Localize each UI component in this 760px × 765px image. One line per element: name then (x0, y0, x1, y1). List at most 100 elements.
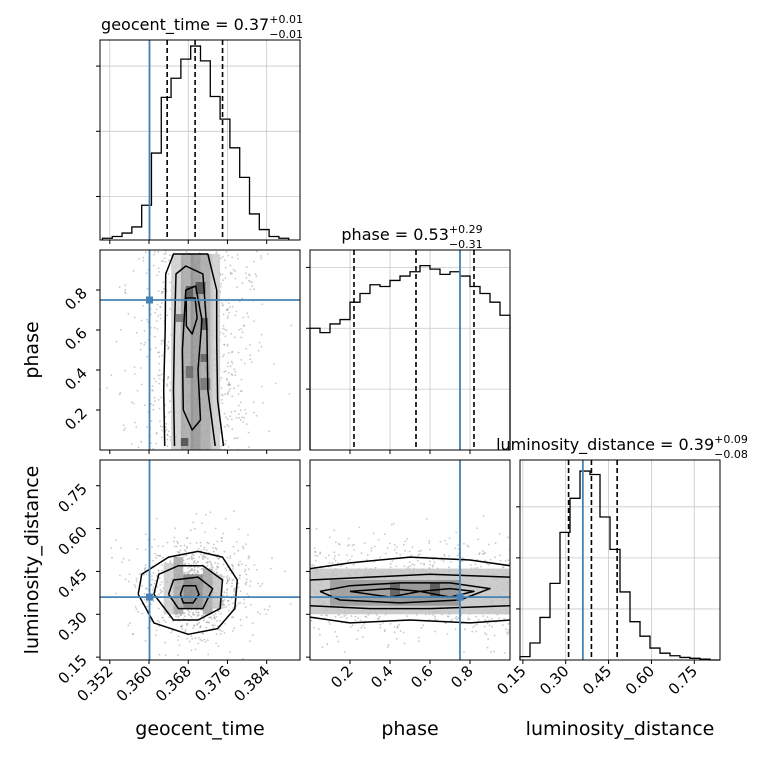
sample-point (177, 654, 179, 656)
sample-point (253, 260, 255, 263)
sample-point (205, 621, 208, 623)
sample-point (261, 583, 264, 585)
sample-point (188, 611, 191, 613)
sample-point (224, 622, 227, 625)
title-sup: +0.09 (714, 433, 748, 446)
sample-point (154, 311, 157, 314)
sample-point (328, 554, 330, 557)
sample-point (419, 553, 421, 555)
sample-point (158, 355, 161, 358)
sample-point (156, 303, 159, 306)
sample-point (231, 362, 234, 365)
sample-point (223, 343, 226, 346)
sample-point (274, 382, 277, 385)
contour-line (185, 297, 198, 335)
sample-point (255, 275, 258, 278)
sample-point (328, 536, 331, 539)
sample-point (467, 618, 469, 621)
sample-point (442, 560, 445, 563)
sample-point (226, 576, 228, 579)
sample-point (198, 622, 200, 624)
sample-point (150, 403, 153, 405)
sample-point (163, 619, 166, 622)
sample-point (217, 645, 220, 647)
sample-point (488, 563, 490, 566)
sample-point (228, 311, 230, 314)
sample-point (165, 428, 168, 431)
sample-point (144, 251, 147, 254)
sample-point (159, 589, 162, 592)
sample-point (240, 328, 243, 330)
sample-point (157, 607, 160, 610)
sample-point (491, 617, 493, 620)
sample-point (193, 527, 196, 530)
yaxis-label-luminosity_distance: luminosity_distance (21, 466, 43, 655)
sample-point (206, 639, 209, 642)
sample-point (461, 557, 464, 560)
sample-point (188, 562, 190, 565)
sample-point (474, 563, 477, 565)
sample-point (425, 518, 428, 520)
sample-point (210, 616, 212, 618)
title-sup: +0.01 (269, 13, 303, 26)
sample-point (479, 565, 482, 568)
sample-point (150, 313, 152, 316)
sample-point (395, 565, 398, 568)
sample-point (244, 606, 247, 609)
sample-point (177, 635, 180, 638)
sample-point (353, 549, 355, 551)
density-cell (163, 562, 174, 615)
sample-point (161, 590, 163, 593)
sample-point (242, 658, 245, 660)
sample-point (139, 367, 142, 369)
sample-point (241, 282, 244, 284)
sample-point (233, 437, 236, 440)
sample-point (238, 413, 240, 416)
sample-point (159, 420, 161, 423)
sample-point (245, 412, 248, 415)
sample-point (477, 538, 480, 541)
contour-line (137, 550, 239, 636)
sample-point (225, 582, 228, 585)
contour-line (309, 616, 511, 624)
truth-marker (146, 593, 154, 601)
sample-point (134, 585, 137, 588)
sample-point (257, 349, 260, 352)
sample-point (233, 593, 236, 596)
sample-point (226, 317, 229, 320)
sample-point (355, 638, 358, 640)
sample-point (150, 603, 153, 606)
sample-point (507, 559, 510, 562)
sample-point (156, 274, 158, 277)
density-cell (200, 318, 208, 330)
sample-point (160, 396, 162, 399)
sample-point (221, 402, 224, 404)
sample-point (225, 439, 228, 442)
sample-point (498, 617, 501, 620)
sample-point (238, 416, 240, 419)
sample-point (222, 313, 225, 316)
sample-point (389, 542, 391, 545)
sample-point (315, 527, 318, 530)
sample-point (393, 543, 396, 546)
sample-point (240, 563, 243, 565)
sample-point (166, 378, 169, 380)
sample-point (228, 603, 230, 606)
sample-point (226, 309, 229, 311)
sample-point (245, 573, 248, 576)
sample-point (186, 637, 188, 640)
sample-point (222, 279, 225, 282)
sample-point (444, 539, 446, 542)
sample-point (231, 564, 233, 566)
sample-point (218, 628, 220, 631)
panel-frame (309, 459, 511, 661)
sample-point (406, 538, 408, 540)
sample-point (467, 617, 470, 619)
sample-point (121, 561, 123, 563)
sample-point (239, 401, 242, 404)
sample-point (166, 383, 169, 385)
yaxis-label-phase: phase (21, 321, 43, 378)
sample-point (195, 611, 198, 613)
sample-point (157, 399, 160, 401)
sample-point (229, 272, 232, 275)
